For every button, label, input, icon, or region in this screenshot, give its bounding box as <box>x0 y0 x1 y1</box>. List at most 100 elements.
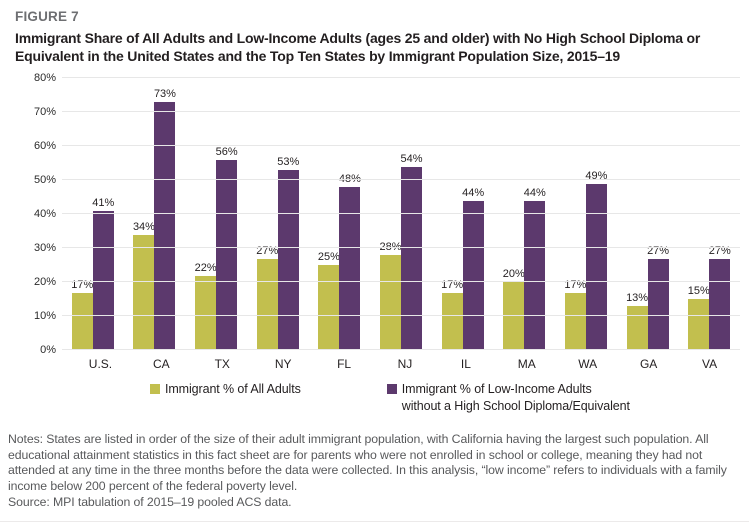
bar-TX-series0: 22% <box>195 262 217 351</box>
legend-item-all-adults: Immigrant % of All Adults <box>150 381 301 398</box>
bar-value-label-U.S.-series1: 41% <box>92 196 115 209</box>
x-label-FL: FL <box>337 357 352 372</box>
y-tick-label-40%: 40% <box>33 208 56 221</box>
bar-IL-series0: 17% <box>441 279 463 351</box>
source-text: Source: MPI tabulation of 2015–19 pooled… <box>8 494 292 509</box>
bar-IL-series1: 44% <box>462 187 484 351</box>
bar-VA-series0: 15% <box>688 285 710 351</box>
bar-WA-series0: 17% <box>564 279 586 351</box>
bar-MA-series1: 44% <box>524 187 546 351</box>
y-tick-label-70%: 70% <box>33 106 56 119</box>
y-tick-label-20%: 20% <box>33 276 56 289</box>
bar-value-label-U.S.-series0: 17% <box>71 278 94 291</box>
bar-value-label-WA-series1: 49% <box>585 169 608 182</box>
legend-label-low-income: Immigrant % of Low-Income Adults without… <box>402 381 630 415</box>
bar-chart: 0% 10% 20% 30% 40% 50% 60% 70% 80% 17% 41% 34% 73% 2… <box>0 72 749 371</box>
notes-block: Notes: States are listed in order of the… <box>0 432 745 510</box>
figure-number-label: FIGURE 7 <box>15 9 79 24</box>
x-label-TX: TX <box>214 357 230 372</box>
x-label-IL: IL <box>460 357 471 372</box>
legend-item-low-income: Immigrant % of Low-Income Adults without… <box>386 381 630 415</box>
gridline-10% <box>62 315 740 317</box>
bar-value-label-NJ-series1: 54% <box>400 152 423 165</box>
bar-WA-series1: 49% <box>585 170 607 351</box>
x-label-VA: VA <box>701 357 718 372</box>
bar-group-MA: 20% 44% <box>493 78 555 351</box>
bar-group-U.S.: 17% 41% <box>62 78 124 351</box>
x-label-WA: WA <box>578 357 598 372</box>
gridline-60% <box>62 145 740 147</box>
bar-value-label-FL-series0: 25% <box>317 251 340 264</box>
legend-swatch-all-adults <box>150 384 160 395</box>
bar-CA-series0: 34% <box>133 221 155 351</box>
legend-swatch-low-income <box>386 384 397 395</box>
bar-groups: 17% 41% 34% 73% 22% 56% 27% 53% 25% 48% 28% 54% 17% 4… <box>62 78 740 351</box>
bar-group-NY: 27% 53% <box>247 78 309 351</box>
bar-value-label-NJ-series0: 28% <box>379 241 402 254</box>
x-label-NJ: NJ <box>397 357 413 372</box>
bar-NJ-series0: 28% <box>380 241 402 351</box>
legend-label-all-adults: Immigrant % of All Adults <box>165 382 301 397</box>
bar-GA-series1: 27% <box>647 245 669 351</box>
figure-title: Immigrant Share of All Adults and Low-In… <box>15 30 701 65</box>
bar-value-label-VA-series0: 15% <box>687 285 710 298</box>
y-tick-label-30%: 30% <box>33 242 56 255</box>
x-label-GA: GA <box>639 357 658 372</box>
bar-group-VA: 15% 27% <box>678 78 740 351</box>
bar-VA-series1: 27% <box>709 245 731 351</box>
x-label-NY: NY <box>274 357 292 372</box>
gridline-20% <box>62 281 740 283</box>
bar-NY-series1: 53% <box>277 156 299 351</box>
chart-legend: Immigrant % of All Adults Immigrant % of… <box>0 381 749 415</box>
gridline-0% <box>62 349 740 351</box>
bar-group-WA: 17% 49% <box>555 78 617 351</box>
x-label-MA: MA <box>517 357 536 372</box>
bar-value-label-NY-series0: 27% <box>256 244 279 257</box>
bar-MA-series0: 20% <box>503 268 525 351</box>
gridline-40% <box>62 213 740 215</box>
bar-FL-series0: 25% <box>318 251 340 351</box>
y-tick-label-0%: 0% <box>40 344 56 357</box>
bar-value-label-IL-series1: 44% <box>462 186 485 199</box>
bottom-divider <box>0 521 749 522</box>
bar-value-label-GA-series1: 27% <box>647 244 670 257</box>
bar-FL-series1: 48% <box>339 173 361 351</box>
plot-area: 17% 41% 34% 73% 22% 56% 27% 53% 25% 48% 28% 54% 17% 4… <box>62 77 740 351</box>
legend-label-low-income-line1: Immigrant % of Low-Income Adults <box>401 382 592 397</box>
x-label-U.S.: U.S. <box>88 357 113 372</box>
figure-header: FIGURE 7 Immigrant Share of All Adults a… <box>0 0 749 65</box>
y-tick-label-80%: 80% <box>33 72 56 85</box>
gridline-80% <box>62 77 740 79</box>
gridline-50% <box>62 179 740 181</box>
bar-NY-series0: 27% <box>256 245 278 351</box>
y-axis: 0% 10% 20% 30% 40% 50% 60% 70% 80% <box>8 72 62 356</box>
x-axis-labels: U.S. CA TX NY FL NJ IL MA WA GA VA <box>70 357 740 371</box>
bar-value-label-FL-series1: 48% <box>338 173 361 186</box>
bar-TX-series1: 56% <box>216 146 238 351</box>
notes-text: Notes: States are listed in order of the… <box>8 432 727 493</box>
bar-value-label-NY-series1: 53% <box>277 156 300 169</box>
y-tick-label-10%: 10% <box>33 310 56 323</box>
bar-value-label-WA-series0: 17% <box>564 278 587 291</box>
bar-group-GA: 13% 27% <box>617 78 679 351</box>
bar-group-FL: 25% 48% <box>309 78 371 351</box>
bar-NJ-series1: 54% <box>401 153 423 351</box>
bar-group-IL: 17% 44% <box>432 78 494 351</box>
bar-GA-series0: 13% <box>626 292 648 351</box>
y-tick-label-60%: 60% <box>33 140 56 153</box>
gridline-70% <box>62 111 740 113</box>
bar-CA-series1: 73% <box>154 88 176 351</box>
bar-value-label-VA-series1: 27% <box>708 244 731 257</box>
bar-U.S.-series0: 17% <box>71 279 93 351</box>
bar-value-label-IL-series0: 17% <box>441 278 464 291</box>
legend-label-low-income-line2: without a High School Diploma/Equivalent <box>401 399 630 414</box>
gridline-30% <box>62 247 740 249</box>
bar-value-label-TX-series1: 56% <box>215 145 238 158</box>
bar-value-label-TX-series0: 22% <box>194 261 217 274</box>
bar-group-NJ: 28% 54% <box>370 78 432 351</box>
bar-value-label-GA-series0: 13% <box>626 292 649 305</box>
bar-value-label-CA-series0: 34% <box>132 220 155 233</box>
y-tick-label-50%: 50% <box>33 174 56 187</box>
bar-value-label-MA-series1: 44% <box>523 186 546 199</box>
bar-group-TX: 22% 56% <box>185 78 247 351</box>
